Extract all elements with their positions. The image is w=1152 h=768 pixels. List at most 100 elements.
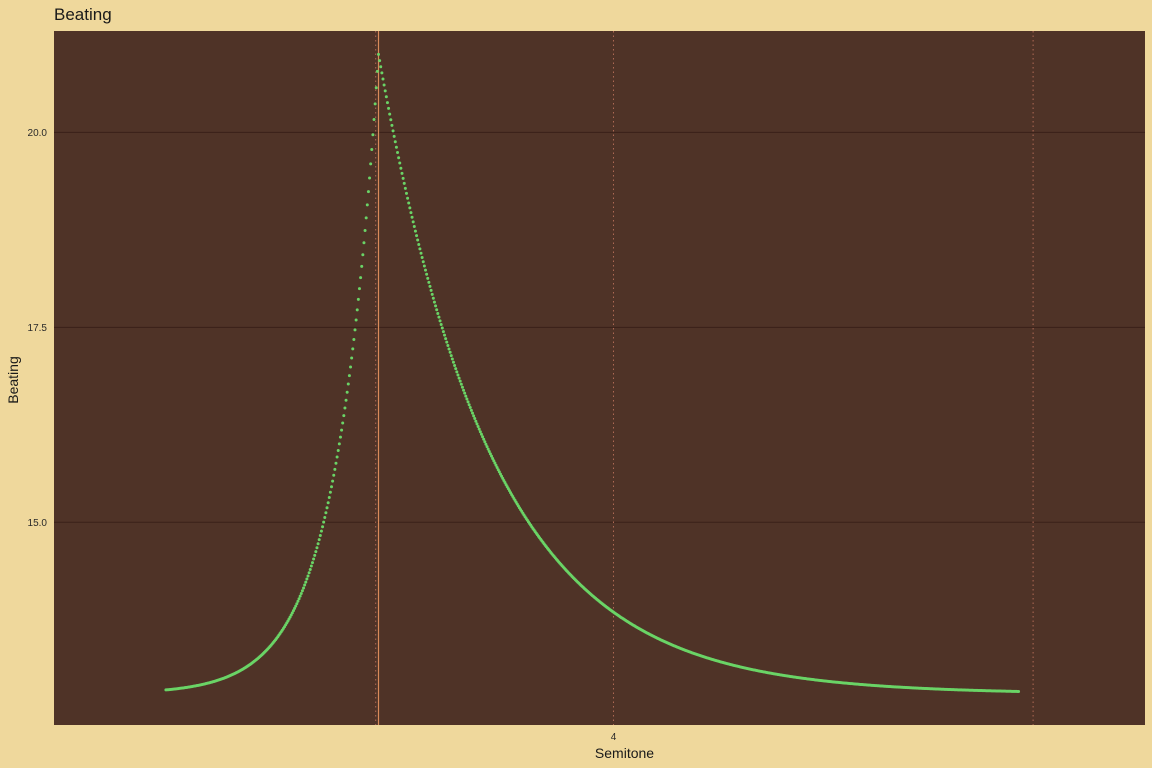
data-point (350, 356, 354, 360)
data-point (399, 166, 403, 170)
data-point (296, 599, 300, 603)
data-point (468, 406, 472, 410)
y-tick-label: 17.5 (28, 323, 48, 334)
data-point (459, 382, 463, 386)
data-point (404, 191, 408, 195)
data-point (302, 586, 306, 590)
data-point (454, 367, 458, 371)
data-point (373, 102, 377, 106)
data-point (1017, 689, 1021, 693)
data-point (486, 447, 490, 451)
data-point (445, 340, 449, 344)
data-point (447, 347, 451, 351)
data-point (428, 284, 432, 288)
data-point (471, 411, 474, 415)
data-point (342, 414, 346, 418)
data-point (327, 496, 331, 500)
data-point (458, 379, 462, 383)
data-point (425, 272, 429, 276)
data-point (351, 347, 355, 351)
data-point (347, 374, 351, 378)
data-points (164, 52, 1021, 693)
data-point (331, 479, 335, 483)
data-point (449, 354, 453, 358)
data-point (393, 140, 397, 144)
data-point (293, 606, 297, 610)
data-point (334, 461, 338, 465)
data-point (398, 161, 402, 165)
data-point (491, 457, 495, 460)
data-point (295, 602, 299, 606)
data-point (412, 225, 416, 229)
data-point (336, 449, 340, 453)
data-point (335, 455, 339, 459)
data-point (360, 264, 364, 268)
data-point (375, 69, 379, 73)
data-point (349, 365, 353, 369)
data-point (492, 459, 496, 463)
tick-labels: 15.0 17.5 20.0 4 (28, 128, 617, 743)
data-point (306, 574, 310, 578)
data-point (326, 501, 330, 505)
data-point (432, 300, 436, 304)
data-point (341, 421, 345, 425)
data-point (440, 326, 444, 330)
data-point (363, 228, 367, 232)
data-point (387, 106, 391, 110)
data-point (356, 297, 360, 301)
data-point (394, 145, 398, 149)
data-point (407, 201, 411, 205)
data-point (355, 308, 359, 312)
data-point (444, 337, 448, 341)
data-point (364, 216, 368, 220)
data-point (473, 417, 477, 421)
data-point (344, 398, 348, 402)
data-point (415, 234, 419, 238)
data-point (352, 338, 356, 342)
data-point (377, 52, 380, 56)
data-point (466, 400, 470, 404)
data-point (439, 322, 443, 326)
data-point (438, 319, 442, 323)
data-point (441, 330, 445, 334)
data-point (411, 220, 415, 224)
data-point (410, 215, 414, 219)
data-point (328, 490, 332, 494)
data-point (379, 65, 383, 69)
data-point (299, 591, 303, 595)
data-point (312, 557, 316, 561)
data-point (304, 580, 308, 584)
data-point (487, 449, 491, 453)
data-point (469, 408, 473, 412)
data-point (307, 571, 311, 575)
data-point (443, 333, 447, 337)
data-point (422, 264, 426, 268)
data-point (478, 430, 482, 434)
data-point (354, 318, 358, 322)
data-point (435, 308, 439, 312)
plot-panel (54, 31, 1145, 725)
data-point (455, 370, 459, 374)
data-point (390, 123, 394, 127)
x-tick-label: 4 (611, 732, 617, 743)
data-point (448, 350, 452, 354)
data-point (485, 445, 489, 449)
data-point (476, 425, 480, 429)
data-point (409, 211, 413, 215)
data-point (464, 394, 468, 398)
data-point (417, 242, 421, 246)
chart-title: Beating (54, 5, 112, 24)
data-point (385, 101, 389, 105)
data-point (357, 287, 361, 291)
data-point (323, 516, 327, 520)
data-point (383, 89, 387, 93)
data-point (419, 251, 423, 255)
data-point (484, 442, 488, 446)
data-point (463, 391, 467, 395)
data-point (467, 403, 471, 407)
data-point (353, 328, 357, 332)
data-point (324, 511, 328, 515)
data-point (369, 162, 373, 166)
data-point (495, 466, 499, 470)
data-point (371, 133, 375, 137)
